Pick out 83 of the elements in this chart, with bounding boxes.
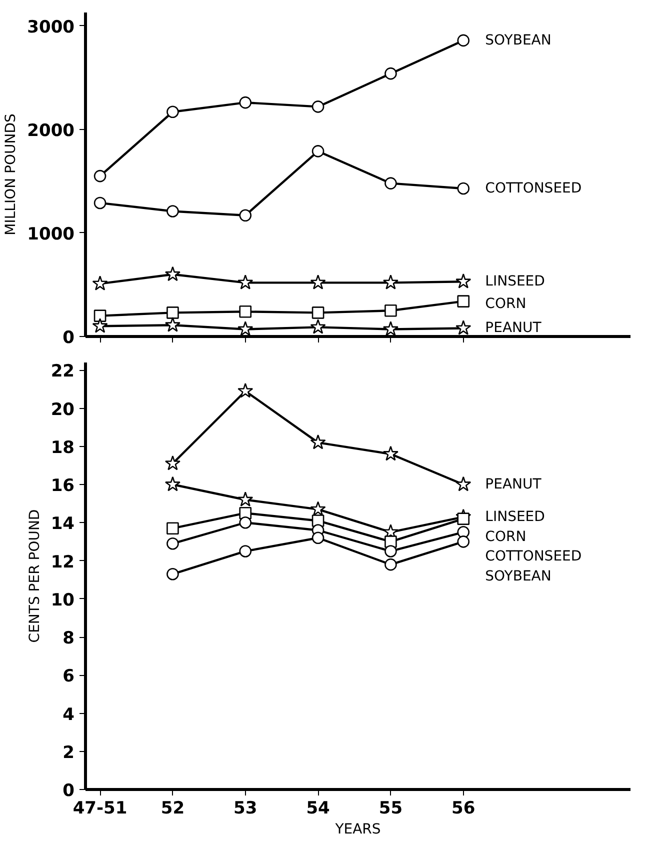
point bbox=[164, 266, 180, 282]
series-label: LINSEED bbox=[485, 274, 545, 290]
point bbox=[384, 304, 397, 317]
point bbox=[166, 522, 179, 534]
y-tick-label: 8 bbox=[62, 628, 75, 648]
y-tick-label: 16 bbox=[50, 476, 75, 496]
point bbox=[457, 34, 470, 47]
point bbox=[92, 276, 108, 290]
x-tick-label: 52 bbox=[160, 798, 185, 818]
y-tick-label: 2000 bbox=[27, 120, 75, 141]
point bbox=[382, 446, 398, 461]
point bbox=[166, 568, 179, 580]
y-tick-label: 10 bbox=[50, 590, 75, 610]
y-axis-title: MILLION POUNDS bbox=[3, 114, 20, 236]
series-label: PEANUT bbox=[485, 476, 542, 492]
y-tick-label: 0 bbox=[62, 328, 75, 348]
point bbox=[456, 320, 472, 335]
point bbox=[239, 516, 252, 529]
point bbox=[384, 558, 397, 571]
point bbox=[238, 321, 254, 336]
y-tick-label: 4 bbox=[62, 704, 75, 725]
x-tick-label: 53 bbox=[234, 798, 258, 818]
point bbox=[239, 306, 252, 318]
point bbox=[456, 273, 472, 288]
point bbox=[166, 306, 179, 319]
x-tick-label: 56 bbox=[452, 798, 476, 818]
point bbox=[166, 106, 179, 118]
point bbox=[312, 100, 324, 113]
series-label: CORN bbox=[485, 528, 526, 545]
point bbox=[310, 319, 326, 334]
point bbox=[457, 512, 470, 525]
point bbox=[164, 316, 180, 332]
y-tick-label: 2 bbox=[62, 742, 75, 763]
y-tick-label: 12 bbox=[50, 552, 75, 572]
y-tick-label: 20 bbox=[50, 400, 75, 420]
point bbox=[238, 274, 254, 290]
x-tick-label: 54 bbox=[306, 798, 330, 818]
point bbox=[382, 321, 398, 336]
point bbox=[94, 196, 106, 210]
point bbox=[92, 318, 108, 333]
point bbox=[457, 536, 470, 548]
y-tick-label: 1000 bbox=[27, 224, 75, 244]
y-tick-label: 3000 bbox=[27, 17, 75, 38]
x-tick-label: 55 bbox=[378, 798, 403, 818]
point bbox=[384, 545, 397, 558]
y-tick-label: 22 bbox=[50, 362, 75, 382]
point bbox=[166, 537, 179, 550]
point bbox=[238, 382, 254, 398]
point bbox=[310, 434, 326, 450]
y-tick-label: 18 bbox=[50, 438, 75, 458]
point bbox=[384, 177, 397, 190]
point bbox=[166, 205, 179, 218]
text: SOYBEAN bbox=[485, 568, 552, 584]
series-label: PEANUT bbox=[485, 320, 542, 336]
point bbox=[94, 170, 106, 182]
point bbox=[239, 209, 252, 222]
point bbox=[382, 274, 398, 290]
series-label: SOYBEAN bbox=[485, 32, 552, 48]
y-tick-label: 6 bbox=[62, 666, 75, 687]
series-label: COTTONSEED bbox=[485, 548, 582, 565]
point bbox=[312, 532, 324, 544]
series-label: LINSEED bbox=[485, 508, 545, 525]
y-tick-label: 0 bbox=[62, 781, 75, 801]
x-tick-label: 47-51 bbox=[72, 798, 128, 818]
point bbox=[312, 306, 324, 319]
y-axis-title: CENTS PER POUND bbox=[26, 509, 43, 643]
point bbox=[238, 492, 254, 506]
series-label: COTTONSEED bbox=[485, 180, 582, 196]
point bbox=[239, 96, 252, 109]
point bbox=[456, 476, 472, 492]
point bbox=[164, 455, 180, 470]
y-tick-label: 14 bbox=[50, 514, 75, 534]
series-label: CORN bbox=[485, 296, 526, 312]
point bbox=[457, 295, 470, 308]
point bbox=[457, 182, 470, 195]
point bbox=[384, 67, 397, 80]
x-axis-title: YEARS bbox=[334, 822, 381, 838]
point bbox=[164, 476, 180, 492]
point bbox=[239, 545, 252, 558]
point bbox=[310, 274, 326, 290]
point bbox=[94, 310, 106, 322]
point bbox=[310, 501, 326, 516]
point bbox=[312, 145, 324, 158]
